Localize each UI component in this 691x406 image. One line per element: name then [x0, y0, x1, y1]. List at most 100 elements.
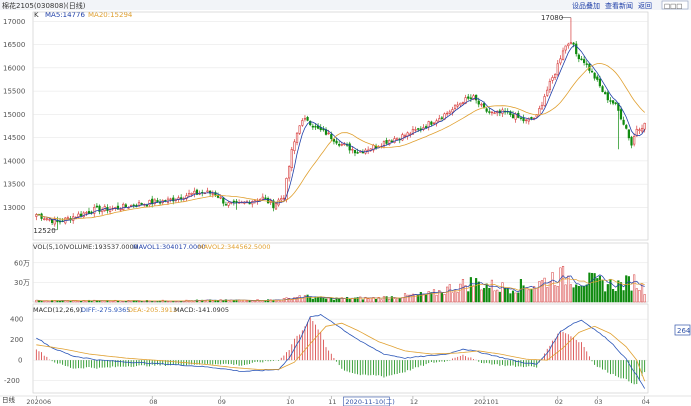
- price-label-k: K: [34, 11, 39, 19]
- window-controls-icon[interactable]: □□□: [664, 2, 682, 10]
- price-legend: K MA5:14776 MA20:15294: [34, 11, 133, 19]
- back-link[interactable]: 返回: [638, 2, 652, 10]
- volume-bar-up: [551, 272, 554, 303]
- candle-up: [148, 200, 151, 206]
- volume-bar-up: [411, 293, 414, 303]
- volume-bar-up: [359, 296, 362, 303]
- candle-down: [417, 128, 420, 130]
- time-axis-ticks: 202006 08 09 10 11 2020-11-10(二) 12 202101 02 03 0…: [26, 396, 650, 406]
- overlay-link[interactable]: 设品叠加: [572, 1, 600, 10]
- volume-bar-up: [261, 300, 264, 303]
- time-cursor-label: 2020-11-10(二): [345, 398, 394, 406]
- price-tick-label: 14000: [3, 157, 25, 165]
- macd-legend-dea: DEA:-205.3913: [128, 306, 177, 314]
- candle-down: [332, 138, 336, 142]
- candle-down: [95, 205, 99, 208]
- volume-bar-down: [593, 273, 596, 303]
- candle-up: [456, 104, 459, 107]
- candle-down: [477, 100, 480, 105]
- candle-down: [530, 117, 533, 120]
- volume-bar-up: [114, 299, 117, 303]
- volume-bar-down: [309, 296, 312, 303]
- macd-badge-box: [674, 324, 691, 336]
- price-tick-label: 14500: [3, 134, 25, 142]
- candle-down: [124, 204, 127, 208]
- volume-bar-up: [525, 287, 528, 303]
- candle-up: [274, 203, 278, 210]
- candle-up: [638, 129, 641, 131]
- volume-bar-down: [469, 277, 472, 303]
- volume-bar-up: [443, 294, 446, 303]
- volume-bar-down: [58, 300, 62, 303]
- candle-down: [509, 111, 512, 116]
- candle-up: [448, 111, 451, 114]
- macd-tick-label: -200: [4, 377, 20, 385]
- volume-bar-up: [227, 300, 230, 303]
- volume-bar-up: [432, 289, 436, 303]
- time-tick-label: 12: [410, 398, 418, 406]
- volume-bar-up: [527, 289, 530, 303]
- volume-bar-up: [453, 289, 457, 303]
- volume-bar-down: [590, 272, 594, 303]
- volume-bar-down: [485, 283, 488, 303]
- candle-down: [580, 58, 583, 61]
- volume-bar-up: [77, 300, 80, 303]
- candle-down: [180, 197, 183, 200]
- candle-up: [340, 144, 343, 146]
- volume-bar-up: [367, 298, 370, 303]
- vol-legend-mavol1: MAVOL1:304017.0000: [133, 243, 205, 251]
- volume-bar-up: [464, 285, 467, 303]
- volume-bar-down: [612, 289, 615, 303]
- candle-up: [459, 102, 462, 106]
- candle-down: [98, 205, 101, 212]
- ma5-line: [36, 45, 646, 222]
- volume-bar-down: [522, 285, 525, 303]
- candle-up: [640, 127, 644, 132]
- candle-up: [211, 193, 214, 195]
- volume-bar-down: [627, 276, 630, 303]
- candle-up: [480, 103, 483, 106]
- volume-bar-down: [306, 294, 309, 303]
- volume-bar-up: [253, 300, 256, 303]
- candle-down: [224, 204, 228, 206]
- volume-bar-up: [535, 287, 538, 303]
- candle-down: [322, 128, 325, 131]
- candle-down: [232, 200, 235, 203]
- candle-up: [193, 190, 196, 194]
- volume-bar-up: [137, 300, 141, 303]
- candle-up: [66, 217, 70, 219]
- candle-down: [619, 109, 623, 120]
- candle-up: [432, 122, 436, 125]
- volume-bar-down: [604, 291, 607, 303]
- candle-down: [385, 140, 388, 144]
- candle-up: [556, 63, 559, 76]
- volume-bar-down: [356, 297, 359, 303]
- volume-bar-up: [388, 299, 391, 303]
- window-controls[interactable]: [661, 0, 689, 10]
- candle-down: [209, 190, 212, 194]
- ma20-legend: MA20:15294: [88, 11, 133, 19]
- candle-down: [630, 136, 633, 146]
- candle-up: [288, 166, 291, 179]
- volume-bar-down: [577, 286, 580, 303]
- volume-bar-down: [425, 293, 428, 303]
- candle-up: [301, 120, 304, 126]
- candle-down: [598, 78, 602, 87]
- volume-bar-down: [601, 280, 604, 303]
- price-tick-label: 16000: [3, 64, 25, 72]
- volume-bar-down: [346, 296, 349, 303]
- candle-down: [195, 189, 199, 195]
- candle-down: [488, 111, 491, 113]
- volume-bar-up: [438, 290, 441, 303]
- volume-bar-down: [614, 291, 617, 303]
- candle-up: [464, 97, 467, 104]
- candle-down: [338, 143, 341, 146]
- news-link[interactable]: 查看新闻: [605, 1, 633, 10]
- volume-bar-up: [567, 275, 570, 303]
- volume-bar-up: [640, 283, 644, 303]
- dea-line: [36, 322, 646, 382]
- volume-bar-up: [340, 297, 343, 303]
- candle-up: [119, 208, 122, 211]
- price-tick-label: 13000: [3, 204, 25, 212]
